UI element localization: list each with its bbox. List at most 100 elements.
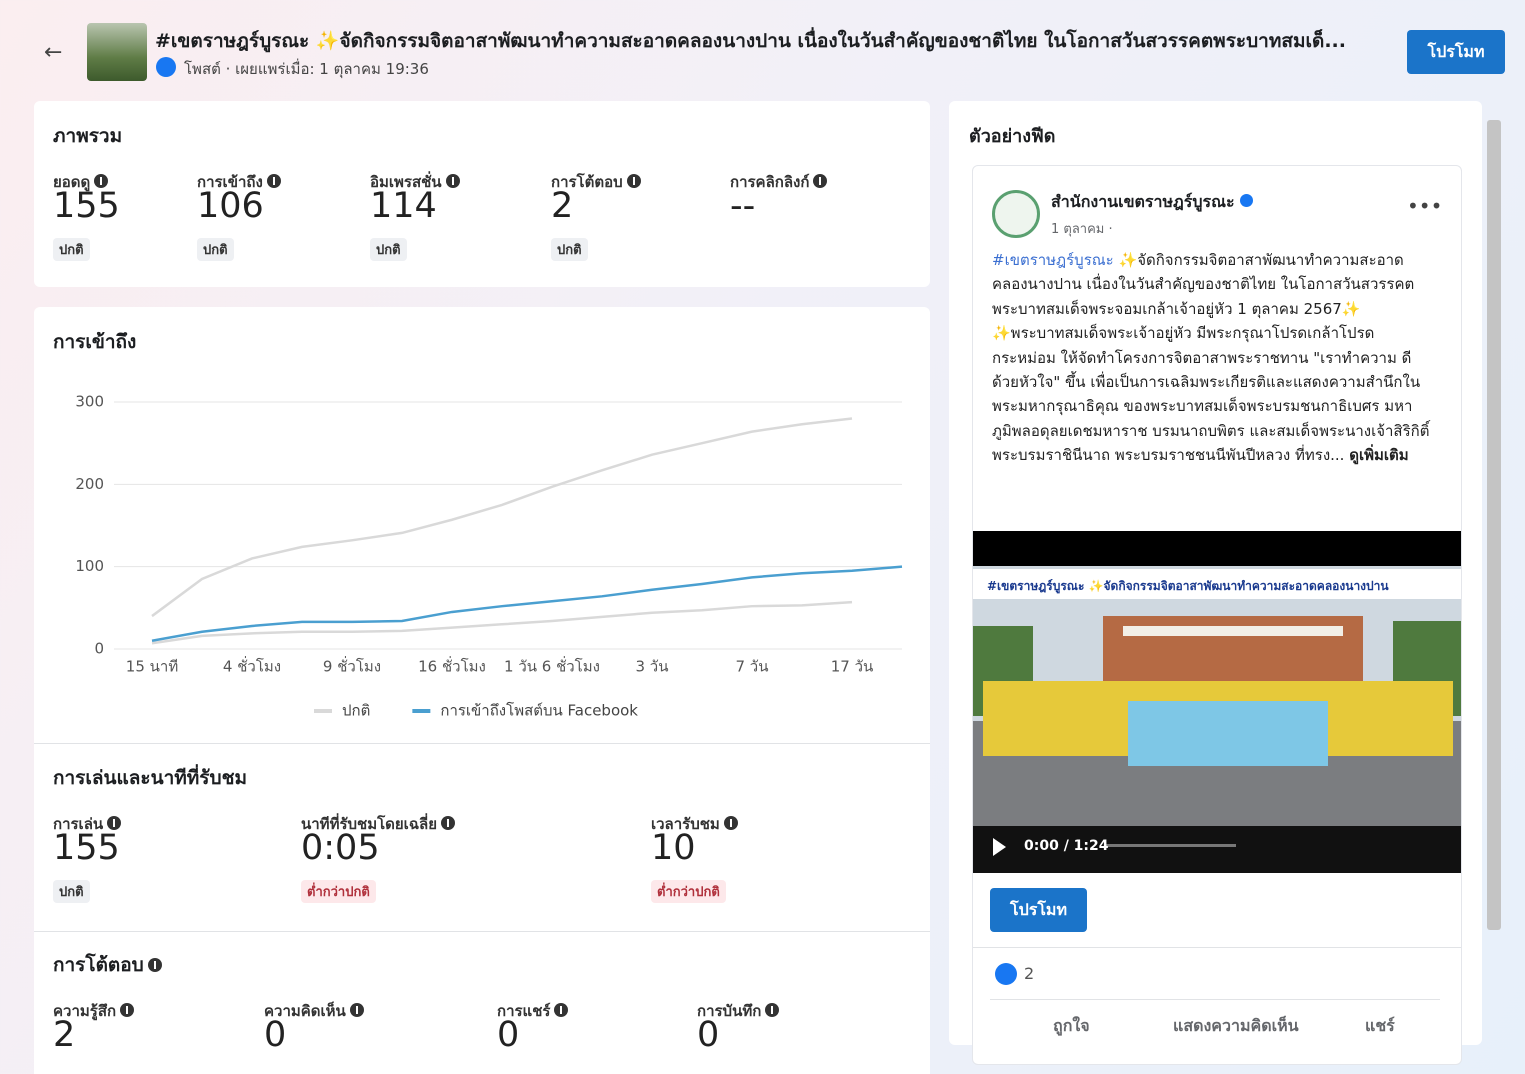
name: สำนักงานเขตราษฎร์บูรณะ <box>1051 192 1235 211</box>
divider <box>34 743 930 744</box>
divider <box>34 931 930 932</box>
section-title: ตัวอย่างฟีด <box>969 126 1056 147</box>
scrollbar[interactable] <box>1487 120 1501 930</box>
title-text: การโต้ตอบ <box>53 954 144 976</box>
label-text: ความคิดเห็น <box>264 1002 346 1020</box>
x-tick-label: 15 นาที <box>126 658 178 676</box>
metric-badge: ปกติ <box>197 238 234 261</box>
video-frame <box>973 566 1461 873</box>
metric-label: การเข้าถึง <box>197 170 281 194</box>
label-text: การคลิกลิงก์ <box>730 173 810 191</box>
section-title: ภาพรวม <box>53 125 123 147</box>
metric-label: การโต้ตอบ <box>551 170 641 194</box>
label-text: การโต้ตอบ <box>551 173 623 191</box>
label-text: การแชร์ <box>497 1002 551 1020</box>
like-action[interactable]: ถูกใจ <box>1053 1016 1090 1035</box>
series-line <box>151 417 853 618</box>
page-name: สำนักงานเขตราษฎร์บูรณะ <box>1051 190 1254 215</box>
metric-badge: ปกติ <box>53 238 90 261</box>
metric-badge: ต่ำกว่าปกติ <box>651 880 726 903</box>
details-card: การเข้าถึง 0 100 200 300 15 นาที 4 ชั่วโมง 9 ช… <box>34 307 930 1074</box>
metric-label: นาทีที่รับชมโดยเฉลี่ย <box>301 812 456 836</box>
text: ✨จัดกิจกรรมจิตอาสาพัฒนาทำความสะอาดคลองนา… <box>992 251 1415 318</box>
y-tick-label: 100 <box>75 557 104 575</box>
promote-button[interactable]: โปรโมท <box>990 888 1087 932</box>
metric-value: 155 <box>53 828 120 868</box>
overview-card: ภาพรวม ยอดดู 155 ปกติ การเข้าถึง 106 ปกติ อิมเ… <box>34 101 930 287</box>
metric-value: 10 <box>651 828 696 868</box>
like-icon <box>995 963 1017 985</box>
metric-label: อิมเพรสชั่น <box>370 170 460 194</box>
share-action[interactable]: แชร์ <box>1365 1016 1395 1035</box>
hashtag[interactable]: #เขตราษฎร์บูรณะ <box>992 251 1114 269</box>
thumbnail <box>87 23 147 81</box>
post-preview: สำนักงานเขตราษฎร์บูรณะ 1 ตุลาคม · ••• #เ… <box>972 165 1462 1065</box>
label-text: การบันทึก <box>697 1002 762 1020</box>
y-tick-label: 300 <box>75 393 104 411</box>
metric-value: 114 <box>370 186 437 226</box>
post-text: #เขตราษฎร์บูรณะ ✨จัดกิจกรรมจิตอาสาพัฒนาท… <box>992 248 1437 468</box>
label-text: เวลารับชม <box>651 815 720 833</box>
back-button[interactable]: ← <box>44 40 63 65</box>
comment-action[interactable]: แสดงความคิดเห็น <box>1173 1016 1299 1035</box>
legend-label: การเข้าถึงโพสต์บน Facebook <box>440 702 638 720</box>
metric-value: 155 <box>53 186 120 226</box>
x-tick-label: 3 วัน <box>636 658 669 676</box>
video[interactable]: #เขตราษฎร์บูรณะ ✨จัดกิจกรรมจิตอาสาพัฒนาท… <box>973 531 1461 873</box>
post-meta: 1 ตุลาคม · <box>1051 222 1113 237</box>
label-text: การเข้าถึง <box>197 173 263 191</box>
metric-badge: ปกติ <box>53 880 90 903</box>
series-line <box>151 565 903 642</box>
post-subtitle: โพสต์ · เผยแพร่เมื่อ: 1 ตุลาคม 19:36 <box>184 60 429 78</box>
text: ✨พระบาทสมเด็จพระเจ้าอยู่หัว มีพระกรุณาโป… <box>992 324 1430 465</box>
video-time: 0:00 / 1:24 <box>1024 838 1109 854</box>
like-count: 2 <box>1024 964 1035 983</box>
y-tick-label: 200 <box>75 475 104 493</box>
promote-button[interactable]: โปรโมท <box>1407 30 1505 74</box>
metric-label: ยอดดู <box>53 170 109 194</box>
label-text: ยอดดู <box>53 173 91 191</box>
video-caption: #เขตราษฎร์บูรณะ ✨จัดกิจกรรมจิตอาสาพัฒนาท… <box>987 579 1389 593</box>
metric-value: 0 <box>264 1015 287 1055</box>
divider <box>973 947 1461 948</box>
label-text: การเล่น <box>53 815 104 833</box>
metric-value: 106 <box>197 186 264 226</box>
label-text: ความรู้สึก <box>53 1002 117 1020</box>
x-tick-label: 17 วัน <box>831 658 874 676</box>
x-tick-label: 16 ชั่วโมง <box>418 656 486 676</box>
metric-value: 0 <box>497 1015 520 1055</box>
label-text: อิมเพรสชั่น <box>370 173 442 191</box>
metric-label: ความรู้สึก <box>53 999 135 1023</box>
facebook-icon <box>156 57 176 77</box>
metric-badge: ปกติ <box>551 238 588 261</box>
divider <box>990 999 1440 1000</box>
reach-chart: 0 100 200 300 15 นาที 4 ชั่วโมง 9 ชั่วโมง 16 ชั… <box>75 393 903 720</box>
series-line <box>151 600 853 645</box>
x-tick-label: 7 วัน <box>736 658 769 676</box>
metric-badge: ปกติ <box>370 238 407 261</box>
metric-value: 2 <box>551 186 574 226</box>
y-tick-label: 0 <box>94 640 104 658</box>
x-tick-label: 9 ชั่วโมง <box>323 656 381 676</box>
metric-label: การเล่น <box>53 812 122 836</box>
metric-value: 0:05 <box>301 828 380 868</box>
metric-value: 0 <box>697 1015 720 1055</box>
metric-label: การบันทึก <box>697 999 780 1023</box>
metric-value: 2 <box>53 1015 76 1055</box>
metric-badge: ต่ำกว่าปกติ <box>301 880 376 903</box>
x-tick-label: 4 ชั่วโมง <box>223 656 281 676</box>
section-title: การโต้ตอบ <box>53 950 162 980</box>
post-title: #เขตราษฎร์บูรณะ ✨จัดกิจกรรมจิตอาสาพัฒนาท… <box>155 30 1346 52</box>
page-avatar <box>992 190 1040 238</box>
metric-label: ความคิดเห็น <box>264 999 364 1023</box>
metric-label: การคลิกลิงก์ <box>730 170 828 194</box>
metric-label: การแชร์ <box>497 999 569 1023</box>
x-tick-label: 1 วัน 6 ชั่วโมง <box>504 656 600 676</box>
more-menu[interactable]: ••• <box>1407 194 1443 218</box>
metric-value: -- <box>730 186 756 226</box>
section-title: การเข้าถึง <box>53 331 137 353</box>
section-title: การเล่นและนาทีที่รับชม <box>53 767 247 789</box>
label-text: นาทีที่รับชมโดยเฉลี่ย <box>301 815 438 833</box>
see-more[interactable]: ดูเพิ่มเติม <box>1349 446 1409 465</box>
